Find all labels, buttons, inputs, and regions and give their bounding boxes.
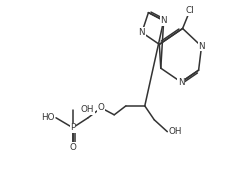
- Text: O: O: [69, 143, 76, 152]
- Text: OH: OH: [80, 105, 94, 114]
- Text: N: N: [177, 78, 184, 87]
- Text: N: N: [198, 42, 204, 51]
- Text: HO: HO: [40, 113, 54, 122]
- Text: OH: OH: [168, 127, 181, 136]
- Text: O: O: [97, 103, 104, 112]
- Text: N: N: [160, 16, 166, 25]
- Text: N: N: [138, 28, 144, 37]
- Text: P: P: [70, 123, 75, 132]
- Text: Cl: Cl: [185, 6, 194, 15]
